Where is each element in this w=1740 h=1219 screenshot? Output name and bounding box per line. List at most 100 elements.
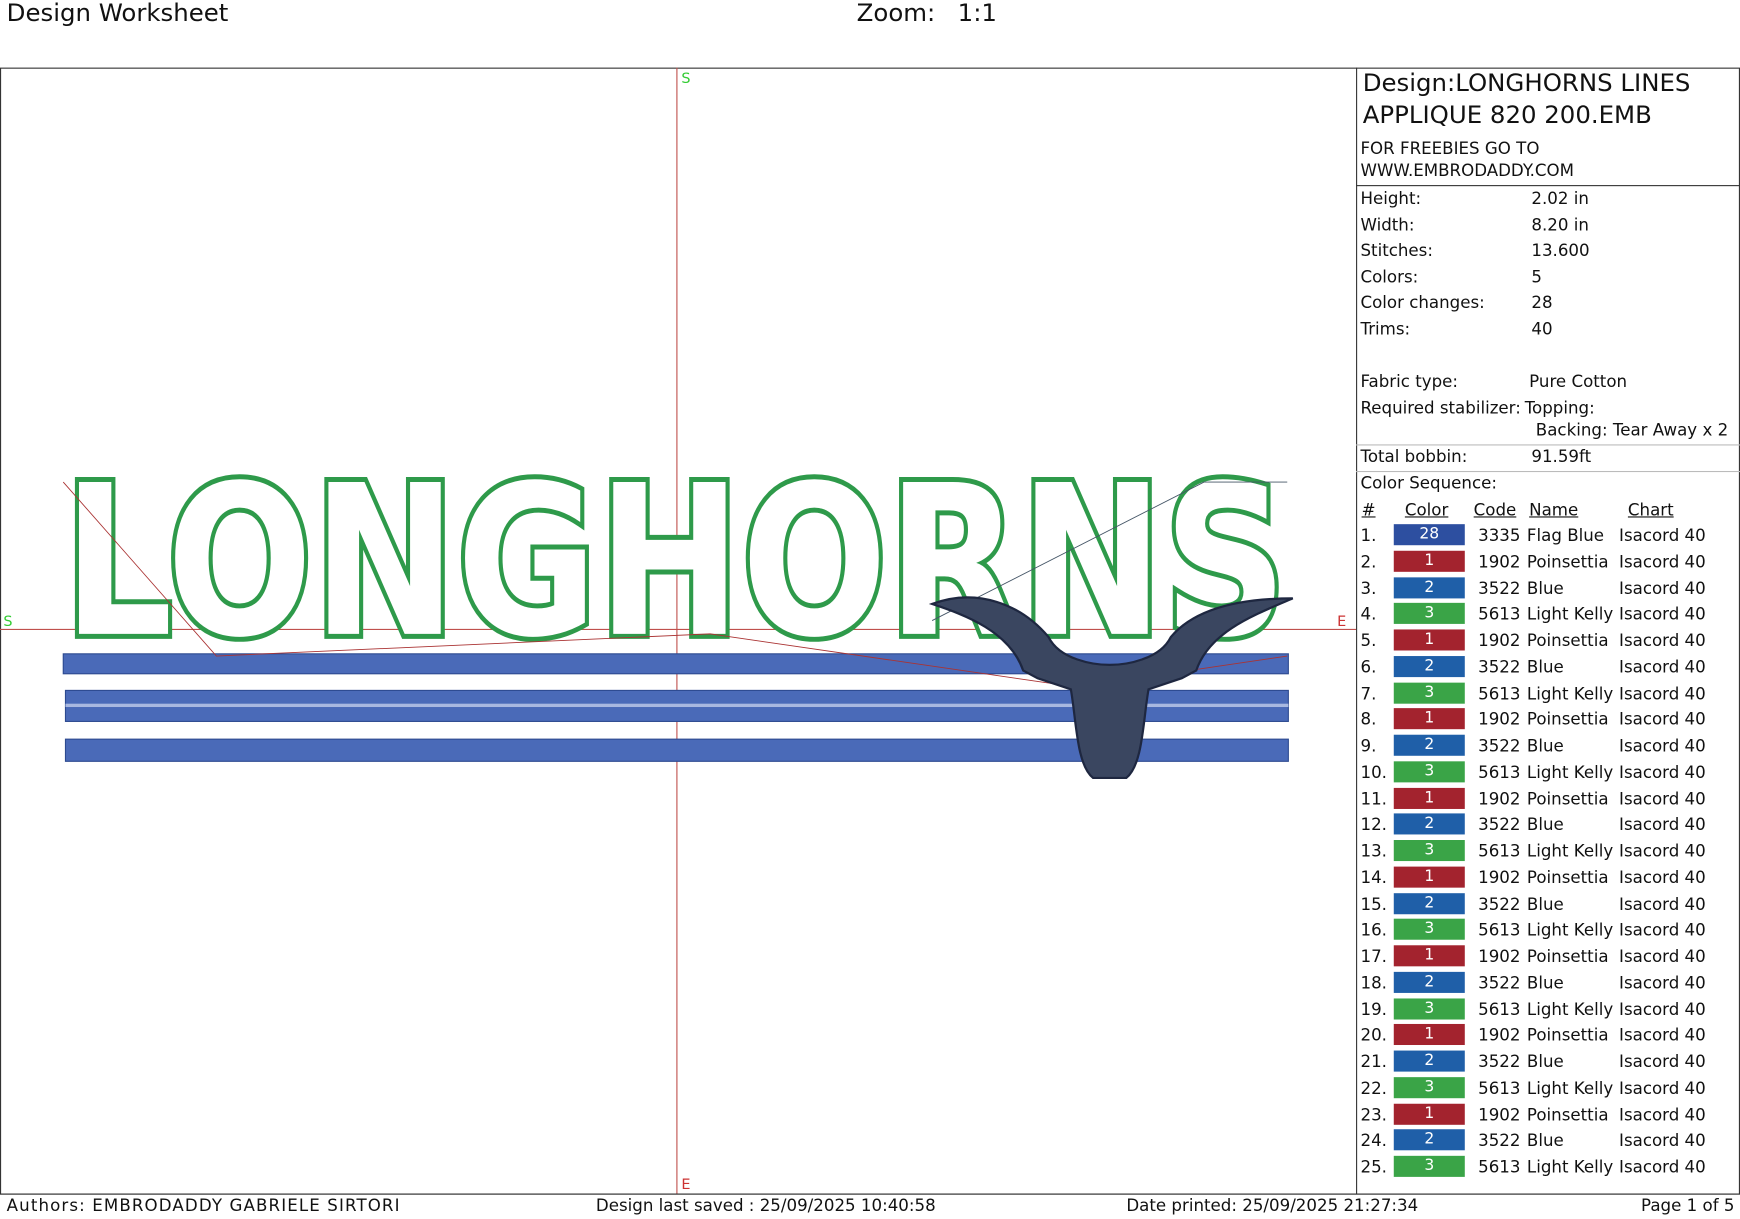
code: 5613	[1478, 920, 1521, 941]
chart: Isacord 40	[1619, 551, 1706, 572]
swatch: 2	[1393, 971, 1465, 993]
thread-name: Blue	[1526, 1130, 1564, 1151]
swatch: 3	[1393, 761, 1465, 783]
thread-name: Blue	[1526, 656, 1564, 677]
bull-head	[928, 596, 1294, 780]
chart: Isacord 40	[1619, 604, 1706, 625]
info-label: Stitches:	[1360, 240, 1433, 261]
chart: Isacord 40	[1619, 920, 1706, 941]
row-number: 12.	[1360, 814, 1387, 835]
thread-name: Flag Blue	[1526, 525, 1605, 546]
note: FOR FREEBIES GO TO	[1360, 138, 1540, 159]
chart: Isacord 40	[1619, 814, 1706, 835]
code: 1902	[1478, 788, 1521, 809]
marker: S	[3, 614, 12, 630]
thread-name: Light Kelly	[1526, 683, 1614, 704]
footer-authors: Authors: EMBRODADDY GABRIELE SIRTORI	[6, 1195, 401, 1216]
row-number: 11.	[1360, 788, 1387, 809]
sequence-title: Color Sequence:	[1360, 473, 1497, 494]
swatch: 2	[1393, 734, 1465, 756]
swatch: 1	[1393, 1024, 1465, 1046]
code: 1902	[1478, 1104, 1521, 1125]
chart: Isacord 40	[1619, 762, 1706, 783]
info-label: Height:	[1360, 188, 1422, 209]
chart: Isacord 40	[1619, 946, 1706, 967]
row-number: 20.	[1360, 1025, 1387, 1046]
row-number: 23.	[1360, 1104, 1387, 1125]
code: 5613	[1478, 1156, 1521, 1177]
design-name: Design:LONGHORNS LINES	[1362, 69, 1691, 98]
page-title: Design Worksheet	[6, 0, 229, 28]
info-value: 13.600	[1531, 240, 1590, 261]
info-value: Backing: Tear Away x 2	[1535, 420, 1729, 440]
info-label: Color changes:	[1360, 292, 1485, 313]
thread-name: Light Kelly	[1526, 604, 1614, 625]
info-value: 2.02 in	[1531, 188, 1589, 209]
row-number: 6.	[1360, 656, 1377, 677]
swatch: 2	[1393, 576, 1465, 598]
thread-name: Poinsettia	[1526, 1025, 1609, 1046]
design-canvas: S S E E LONGHORNS	[0, 67, 1357, 1194]
swatch: 3	[1393, 918, 1465, 941]
swatch: 3	[1393, 1155, 1465, 1177]
swatch: 1	[1393, 866, 1465, 888]
row-number: 10.	[1360, 762, 1387, 783]
info-label: Required stabilizer:	[1360, 397, 1521, 418]
row-number: 18.	[1360, 972, 1387, 993]
rule	[0, 1193, 1740, 1195]
thread-name: Light Kelly	[1526, 841, 1614, 862]
chart: Isacord 40	[1619, 1025, 1706, 1046]
row-number: 19.	[1360, 999, 1387, 1019]
chart: Isacord 40	[1619, 1130, 1706, 1151]
swatch: 1	[1393, 708, 1465, 730]
rule	[1356, 185, 1740, 187]
info-value: 28	[1531, 292, 1553, 313]
column-header: Chart	[1627, 499, 1674, 520]
row-number: 22.	[1360, 1077, 1387, 1098]
code: 1902	[1478, 1025, 1521, 1046]
stripe	[64, 738, 1289, 762]
code: 3335	[1478, 525, 1521, 546]
swatch: 2	[1393, 892, 1465, 914]
swatch: 2	[1393, 1129, 1465, 1151]
chart: Isacord 40	[1619, 735, 1706, 756]
thread-name: Poinsettia	[1526, 551, 1609, 572]
chart: Isacord 40	[1619, 630, 1706, 651]
swatch: 3	[1393, 1076, 1465, 1098]
row-number: 13.	[1360, 841, 1387, 862]
thread-name: Light Kelly	[1526, 1077, 1614, 1098]
chart: Isacord 40	[1619, 1051, 1706, 1072]
code: 5613	[1478, 604, 1521, 625]
row-number: 16.	[1360, 920, 1387, 941]
info-value: Topping:	[1524, 397, 1595, 418]
chart: Isacord 40	[1619, 683, 1706, 704]
swatch: 1	[1393, 629, 1465, 651]
art-text: LONGHORNS	[63, 441, 1287, 684]
column-header: Name	[1529, 499, 1579, 520]
thread-name: Blue	[1526, 577, 1564, 598]
rule	[1356, 444, 1740, 446]
rule	[1356, 470, 1740, 473]
row-number: 3.	[1360, 577, 1377, 598]
swatch: 1	[1393, 550, 1465, 572]
thread-name: Blue	[1526, 972, 1564, 993]
chart: Isacord 40	[1619, 893, 1706, 914]
info-value: Pure Cotton	[1529, 371, 1628, 392]
note: WWW.EMBRODADDY.COM	[1360, 160, 1575, 181]
code: 5613	[1478, 841, 1521, 862]
chart: Isacord 40	[1619, 1104, 1706, 1125]
info-label: Fabric type:	[1360, 371, 1459, 392]
marker: E	[1337, 614, 1346, 630]
chart: Isacord 40	[1619, 999, 1706, 1019]
row-number: 1.	[1360, 525, 1377, 546]
row-number: 7.	[1360, 683, 1377, 704]
code: 3522	[1478, 1051, 1521, 1072]
code: 5613	[1478, 762, 1521, 783]
thread-name: Blue	[1526, 735, 1564, 756]
row-number: 21.	[1360, 1051, 1387, 1072]
code: 5613	[1478, 999, 1521, 1019]
chart: Isacord 40	[1619, 972, 1706, 993]
thread-name: Poinsettia	[1526, 630, 1609, 651]
thread-name: Poinsettia	[1526, 709, 1609, 730]
code: 1902	[1478, 630, 1521, 651]
